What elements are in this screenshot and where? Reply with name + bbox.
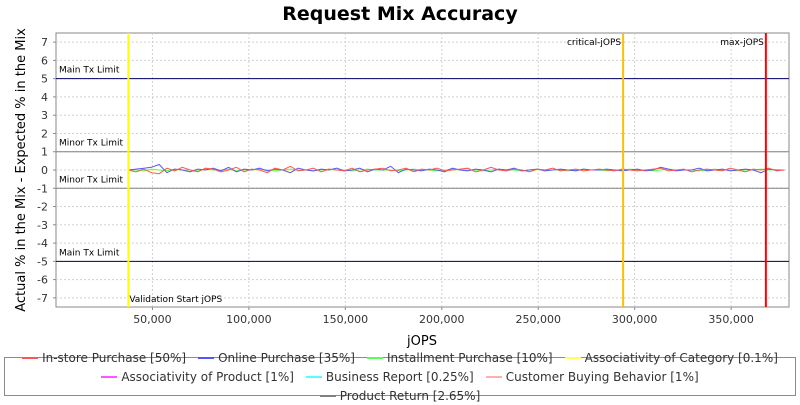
y-tick-label: 1 — [41, 146, 48, 159]
legend-swatch — [305, 375, 322, 378]
y-tick-label: -6 — [37, 274, 48, 287]
y-tick-label: -7 — [37, 292, 48, 305]
series-line — [128, 165, 785, 175]
legend-item: In-store Purchase [50%] — [22, 348, 186, 367]
x-tick-label: 250,000 — [515, 313, 561, 326]
legend-item: Business Report [0.25%] — [305, 367, 474, 386]
y-tick-label: -5 — [37, 255, 48, 268]
limit-label: Minor Tx Limit — [59, 175, 124, 185]
legend-item: Associativity of Category [0.1%] — [564, 348, 778, 367]
request-mix-chart: Request Mix Accuracy Main Tx Limit Minor … — [14, 3, 790, 349]
limit-label: Main Tx Limit — [59, 248, 120, 258]
marker-label: critical-jOPS — [567, 38, 621, 48]
legend-label: Product Return [2.65%] — [339, 388, 481, 403]
x-tick-label: 100,000 — [226, 313, 272, 326]
y-tick-label: 4 — [41, 91, 48, 104]
x-tick-label: 150,000 — [323, 313, 369, 326]
data-series — [128, 163, 785, 175]
y-tick-label: -3 — [37, 219, 48, 232]
legend-swatch — [22, 356, 39, 359]
y-tick-label: 3 — [41, 109, 48, 122]
y-tick-label: 7 — [41, 36, 48, 49]
legend-label: In-store Purchase [50%] — [42, 350, 187, 365]
x-tick-label: 350,000 — [708, 313, 754, 326]
legend-swatch — [101, 375, 118, 378]
y-axis-ticks: -7 -6 -5 -4 -3 -2 -1 0 1 2 3 4 5 6 7 — [37, 36, 56, 305]
legend-item: Installment Purchase [10%] — [366, 348, 553, 367]
legend-label: Online Purchase [35%] — [218, 350, 355, 365]
legend-swatch — [366, 356, 383, 359]
legend-swatch — [319, 394, 336, 397]
y-tick-label: 6 — [41, 54, 48, 67]
chart-title: Request Mix Accuracy — [282, 3, 518, 25]
x-tick-label: 50,000 — [133, 313, 172, 326]
legend-label: Business Report [0.25%] — [325, 369, 474, 384]
y-tick-label: -1 — [37, 182, 48, 195]
legend-item: Customer Buying Behavior [1%] — [485, 367, 699, 386]
legend-item: Online Purchase [35%] — [198, 348, 355, 367]
x-tick-label: 300,000 — [612, 313, 658, 326]
y-axis-label: Actual % in the Mix - Expected % in the … — [14, 28, 29, 312]
horizontal-markers: Main Tx Limit Minor Tx Limit Minor Tx Limi… — [56, 66, 789, 262]
limit-label: Main Tx Limit — [59, 66, 120, 76]
x-axis-ticks: 50,000 100,000 150,000 200,000 250,000 300,00… — [133, 307, 754, 326]
legend-label: Installment Purchase [10%] — [386, 350, 553, 365]
vertical-markers: Validation Start jOPS critical-jOPS max-jO… — [127, 33, 767, 307]
x-tick-label: 200,000 — [419, 313, 465, 326]
legend-item: Product Return [2.65%] — [319, 386, 481, 405]
y-tick-label: -4 — [37, 237, 48, 250]
legend-label: Associativity of Product [1%] — [121, 369, 294, 384]
marker-label: Validation Start jOPS — [129, 295, 222, 305]
legend-swatch — [485, 375, 502, 378]
limit-label: Minor Tx Limit — [59, 139, 124, 149]
y-tick-label: -2 — [37, 201, 48, 214]
legend-item: Associativity of Product [1%] — [101, 367, 294, 386]
legend-swatch — [198, 356, 215, 359]
x-axis-label: jOPS — [406, 334, 437, 349]
legend-label: Customer Buying Behavior [1%] — [505, 369, 699, 384]
legend-label: Associativity of Category [0.1%] — [584, 350, 778, 365]
chart-legend: In-store Purchase [50%] Online Purchase [… — [4, 351, 796, 403]
marker-label: max-jOPS — [720, 38, 764, 48]
y-tick-label: 2 — [41, 127, 48, 140]
y-tick-label: 5 — [41, 73, 48, 86]
legend-swatch — [564, 356, 581, 359]
y-tick-label: 0 — [41, 164, 48, 177]
